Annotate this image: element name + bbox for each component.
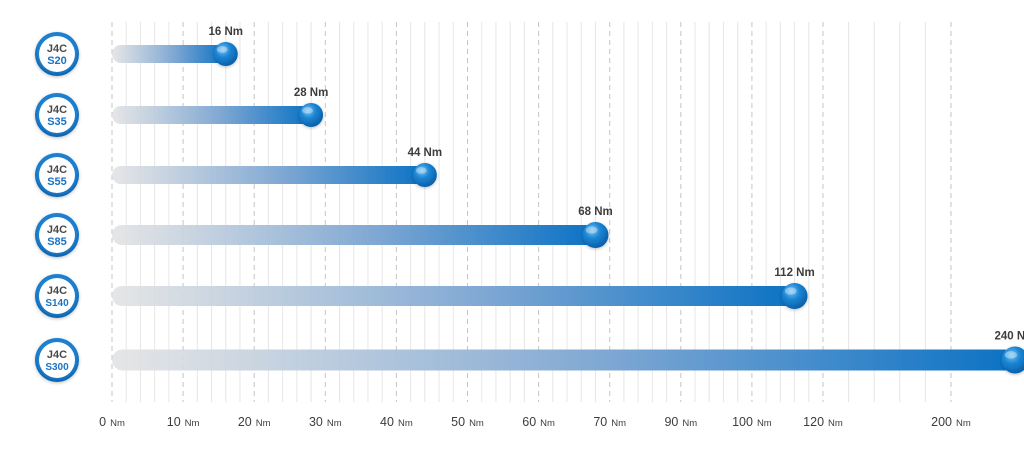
x-tick-label: 40 Nm xyxy=(380,415,413,429)
x-tick-label: 60 Nm xyxy=(522,415,555,429)
knob-highlight xyxy=(216,46,228,53)
badge-model-prefix: J4C xyxy=(47,164,67,176)
bar-end-knob xyxy=(1001,346,1024,374)
knob-highlight xyxy=(415,167,427,174)
badge-face xyxy=(39,342,75,378)
badge-model-prefix: J4C xyxy=(47,285,67,297)
x-tick-label: 0 Nm xyxy=(99,415,125,429)
bar-end-knob xyxy=(299,103,324,127)
badge-model-size: S85 xyxy=(47,236,67,248)
badge-model-prefix: J4C xyxy=(47,349,67,361)
x-tick-label: 200 Nm xyxy=(931,415,971,429)
x-tick-label: 50 Nm xyxy=(451,415,484,429)
bar-end-knob xyxy=(781,283,808,309)
bar xyxy=(112,106,312,124)
bar xyxy=(112,225,596,245)
bar xyxy=(112,166,425,184)
x-axis-ticks: 0 Nm 10 Nm 20 Nm 30 Nm 40 Nm 50 Nm 60 Nm 70 Nm 90 Nm 100 Nm… xyxy=(99,415,971,429)
knob-highlight xyxy=(1004,351,1017,359)
knob-highlight xyxy=(585,226,598,234)
bars xyxy=(112,42,1024,374)
knob-highlight xyxy=(302,107,313,114)
value-labels: 16 Nm 28 Nm 44 Nm 68 Nm 112 Nm 240 Nm xyxy=(208,26,1024,343)
bar xyxy=(112,45,226,63)
value-label: 112 Nm xyxy=(774,267,814,279)
x-tick-label: 70 Nm xyxy=(593,415,626,429)
badge-face xyxy=(39,97,75,133)
badge-face xyxy=(39,278,75,314)
badge-face xyxy=(39,36,75,72)
value-label: 16 Nm xyxy=(208,26,243,38)
badge-model-size: S20 xyxy=(47,55,67,67)
bar xyxy=(112,349,1015,371)
bar-end-knob xyxy=(213,42,238,66)
value-label: 68 Nm xyxy=(578,206,613,218)
bar xyxy=(112,286,795,306)
bar-end-knob xyxy=(412,163,437,187)
x-tick-label: 30 Nm xyxy=(309,415,342,429)
knob-highlight xyxy=(784,287,797,295)
badge-model-size: S35 xyxy=(47,116,67,128)
x-tick-label: 10 Nm xyxy=(167,415,200,429)
x-tick-label: 20 Nm xyxy=(238,415,271,429)
badge-model-prefix: J4C xyxy=(47,43,67,55)
value-label: 28 Nm xyxy=(294,87,329,99)
x-tick-label: 120 Nm xyxy=(803,415,843,429)
badge-face xyxy=(39,157,75,193)
value-label: 240 Nm xyxy=(995,331,1024,343)
badge-model-prefix: J4C xyxy=(47,224,67,236)
grid xyxy=(111,22,952,402)
badge-model-size: S55 xyxy=(47,176,67,188)
badge-model-prefix: J4C xyxy=(47,104,67,116)
x-tick-label: 100 Nm xyxy=(732,415,772,429)
x-tick-label: 90 Nm xyxy=(664,415,697,429)
badge-model-size: S300 xyxy=(45,362,69,373)
bar-end-knob xyxy=(582,222,609,248)
badge-face xyxy=(39,217,75,253)
value-label: 44 Nm xyxy=(408,147,443,159)
badge-model-size: S140 xyxy=(45,298,69,309)
